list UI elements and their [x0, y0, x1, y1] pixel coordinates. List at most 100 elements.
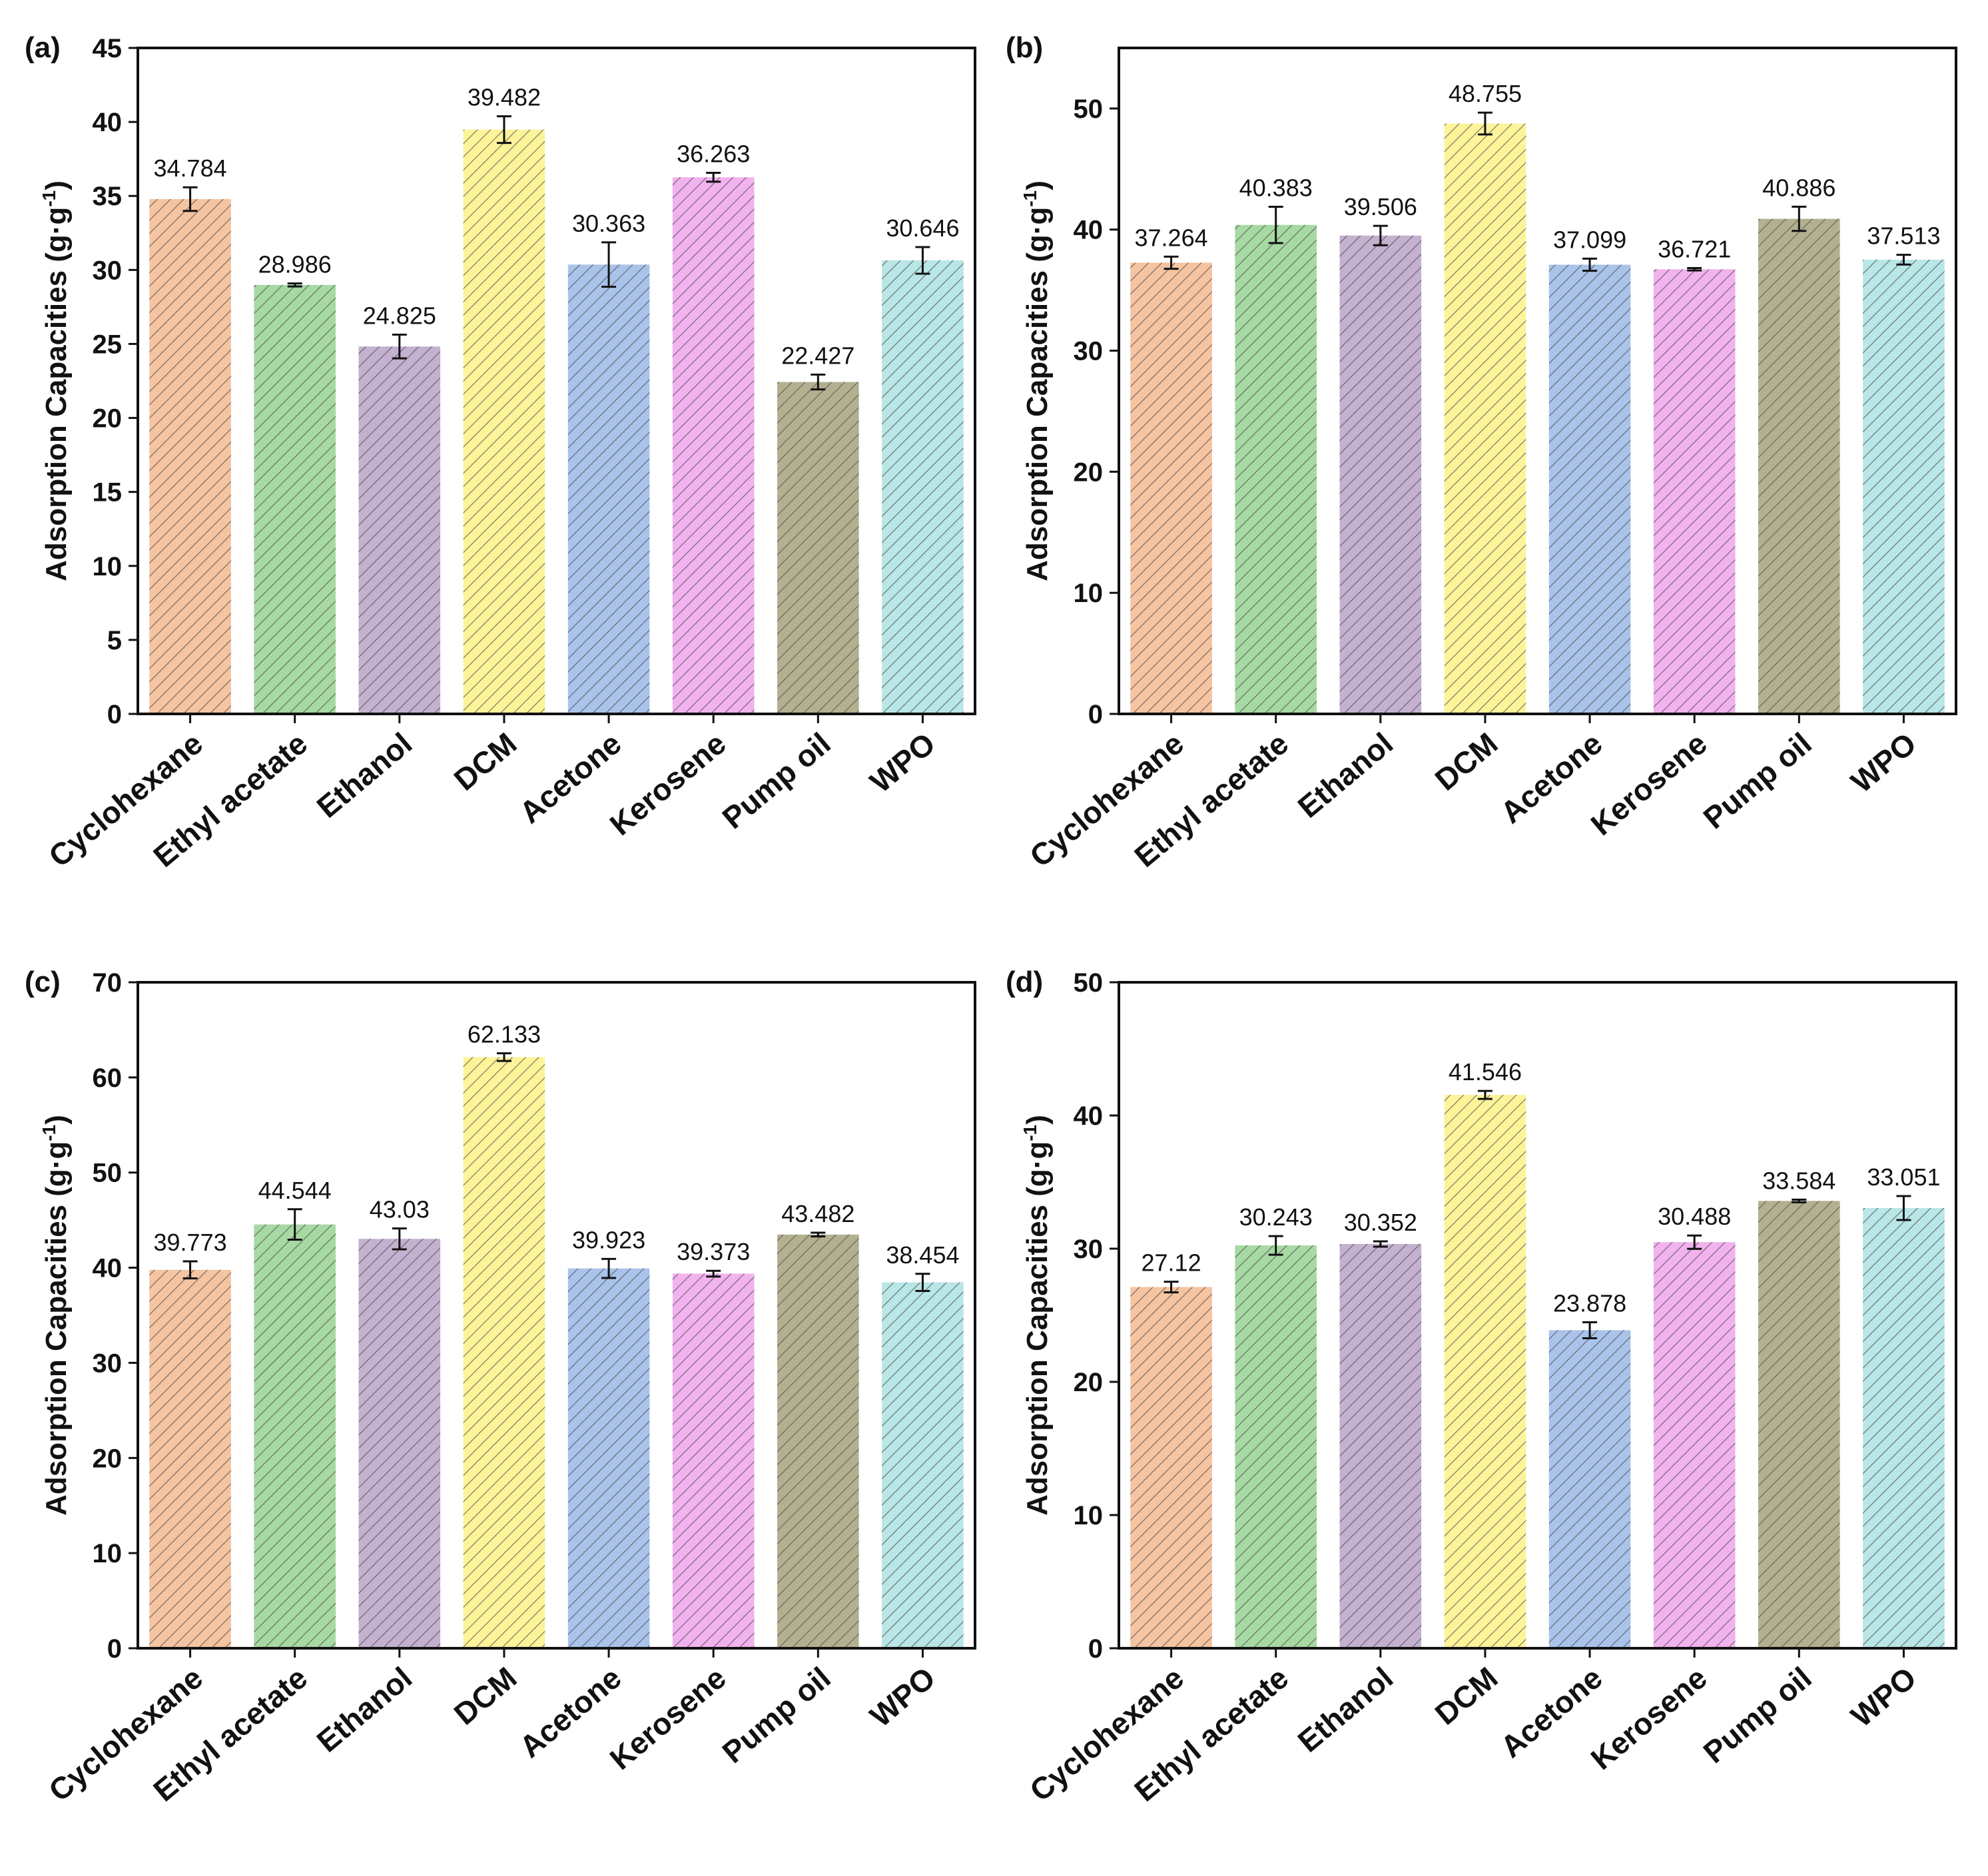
- panel-c-value-label-3: 62.133: [468, 1021, 541, 1048]
- panel-b-error-bar-6: [1792, 205, 1807, 232]
- panel-b-error-bar-3: [1477, 111, 1492, 136]
- panel-a-category-label-5: Kerosene: [603, 726, 733, 842]
- panel-a-bar-hatch-6: [777, 382, 859, 714]
- panel-d-value-label-5: 30.488: [1658, 1203, 1731, 1230]
- panel-a-ylabel: Adsorption Capacities (g·g-1): [39, 180, 73, 581]
- panel-c-error-bar-5: [706, 1269, 721, 1278]
- panel-c-value-label-6: 43.482: [781, 1200, 854, 1227]
- panel-b-bar-hatch-6: [1758, 218, 1840, 715]
- panel-d-axes-frame: [1118, 981, 1957, 1650]
- panel-c-value-label-5: 39.373: [677, 1238, 750, 1265]
- panel-a-value-label-2: 24.825: [363, 302, 436, 330]
- panel-a-bar-hatch-7: [882, 260, 964, 714]
- panel-b-value-label-1: 40.383: [1239, 174, 1313, 201]
- panel-b-bar-hatch-7: [1863, 259, 1945, 715]
- panel-d-ytick-label-2: 20: [1074, 1368, 1104, 1397]
- panel-d-error-bar-2: [1373, 1240, 1388, 1248]
- panel-c-ytick-label-0: 0: [107, 1634, 122, 1664]
- panel-a-axes-frame: [137, 47, 976, 715]
- panel-b-bar-hatch-2: [1339, 235, 1422, 714]
- panel-d-bar-hatch-7: [1863, 1207, 1945, 1648]
- panel-a-category-label-6: Pump oil: [716, 726, 837, 836]
- panel-c-ytick-label-1: 10: [93, 1539, 123, 1568]
- panel-a-value-label-5: 36.263: [677, 140, 750, 167]
- panel-d-ylabel: Adsorption Capacities (g·g-1): [1020, 1115, 1054, 1516]
- panel-d-ytick-label-3: 30: [1074, 1235, 1104, 1264]
- panel-a-ytick-label-1: 5: [107, 626, 122, 655]
- panel-b-error-bar-2: [1373, 224, 1388, 246]
- panel-b-ytick-label-1: 10: [1074, 579, 1104, 608]
- panel-b-value-label-4: 37.099: [1553, 226, 1626, 253]
- panel-b-ytick-label-3: 30: [1074, 337, 1104, 366]
- panel-d-error-bar-7: [1896, 1195, 1911, 1221]
- panel-b-value-label-0: 37.264: [1135, 224, 1208, 251]
- panel-a-ytick-label-2: 10: [93, 552, 123, 581]
- panel-a-error-bar-0: [182, 186, 198, 212]
- panel-d-category-label-3: DCM: [1429, 1660, 1504, 1731]
- panel-d-category-label-6: Pump oil: [1697, 1660, 1818, 1770]
- panel-b-value-label-2: 39.506: [1344, 193, 1417, 220]
- panel-c-bar-hatch-3: [463, 1057, 545, 1648]
- panel-b-category-label-7: WPO: [1844, 726, 1923, 799]
- panel-c-error-bar-7: [915, 1273, 930, 1293]
- panel-b-error-bar-5: [1687, 267, 1702, 272]
- panel-a-error-bar-4: [601, 241, 617, 288]
- panel-b-error-bar-0: [1163, 255, 1179, 270]
- panel-b-bar-hatch-5: [1653, 269, 1736, 714]
- panel-d-label: (d): [1006, 966, 1043, 998]
- panel-d-value-label-7: 33.051: [1867, 1163, 1940, 1191]
- panel-c-ytick-label-3: 30: [93, 1349, 123, 1378]
- panel-a-ytick-label-3: 15: [93, 478, 123, 507]
- panel-c-ytick-label-2: 20: [93, 1444, 123, 1473]
- panel-d-bar-hatch-3: [1444, 1095, 1526, 1648]
- panel-c-category-label-6: Pump oil: [716, 1660, 837, 1770]
- panel-d-bar-hatch-2: [1339, 1243, 1422, 1648]
- panel-d-value-label-4: 23.878: [1553, 1289, 1626, 1317]
- panel-a-value-label-4: 30.363: [572, 210, 645, 237]
- panel-c-error-bar-2: [392, 1227, 407, 1251]
- panel-d-value-label-1: 30.243: [1239, 1203, 1313, 1231]
- panel-a-bar-hatch-3: [463, 129, 545, 715]
- panel-d-value-label-6: 33.584: [1762, 1167, 1835, 1194]
- panel-c-value-label-2: 43.03: [370, 1196, 430, 1223]
- panel-d-value-label-2: 30.352: [1344, 1209, 1417, 1236]
- panel-a-error-bar-6: [811, 374, 826, 391]
- panel-b-error-bar-7: [1896, 254, 1911, 266]
- panel-c-ytick-label-4: 40: [93, 1254, 123, 1283]
- panel-d-bar-hatch-5: [1653, 1242, 1736, 1648]
- panel-d-ytick-label-4: 40: [1074, 1101, 1104, 1131]
- panel-b-category-label-6: Pump oil: [1697, 726, 1818, 836]
- panel-c-bar-hatch-7: [882, 1282, 964, 1648]
- panel-c-category-label-2: Ethanol: [310, 1660, 419, 1759]
- panel-b-label: (b): [1006, 31, 1043, 64]
- panel-a-error-bar-7: [915, 246, 930, 275]
- panel-d-error-bar-5: [1687, 1234, 1702, 1250]
- panel-c-error-bar-0: [182, 1260, 198, 1280]
- panel-d-bar-hatch-0: [1130, 1287, 1212, 1648]
- panel-d-ytick-label-0: 0: [1088, 1634, 1103, 1664]
- panel-d-error-bar-4: [1582, 1321, 1598, 1339]
- panel-c-error-bar-6: [811, 1231, 826, 1238]
- panel-c-error-bar-3: [496, 1052, 511, 1062]
- panel-b-bar-hatch-1: [1235, 224, 1317, 714]
- panel-a-value-label-7: 30.646: [886, 214, 959, 242]
- panel-c-bar-hatch-2: [358, 1239, 441, 1648]
- panel-d-value-label-3: 41.546: [1449, 1058, 1522, 1086]
- panel-a-value-label-0: 34.784: [154, 155, 227, 182]
- panel-c-ytick-label-5: 50: [93, 1159, 123, 1188]
- panel-d-bar-hatch-6: [1758, 1201, 1840, 1648]
- panel-a-bar-hatch-4: [567, 264, 650, 714]
- panel-b-category-label-3: DCM: [1429, 726, 1504, 797]
- panel-a-error-bar-3: [496, 115, 511, 145]
- panel-c-label: (c): [25, 966, 61, 998]
- panel-b-error-bar-1: [1268, 205, 1283, 244]
- panel-d-ytick-label-1: 10: [1074, 1501, 1104, 1530]
- panel-a-category-label-2: Ethanol: [310, 726, 419, 824]
- panel-a-ytick-label-5: 25: [93, 330, 123, 359]
- panel-a-bar-hatch-0: [149, 199, 231, 714]
- panel-b-ytick-label-5: 50: [1074, 95, 1104, 124]
